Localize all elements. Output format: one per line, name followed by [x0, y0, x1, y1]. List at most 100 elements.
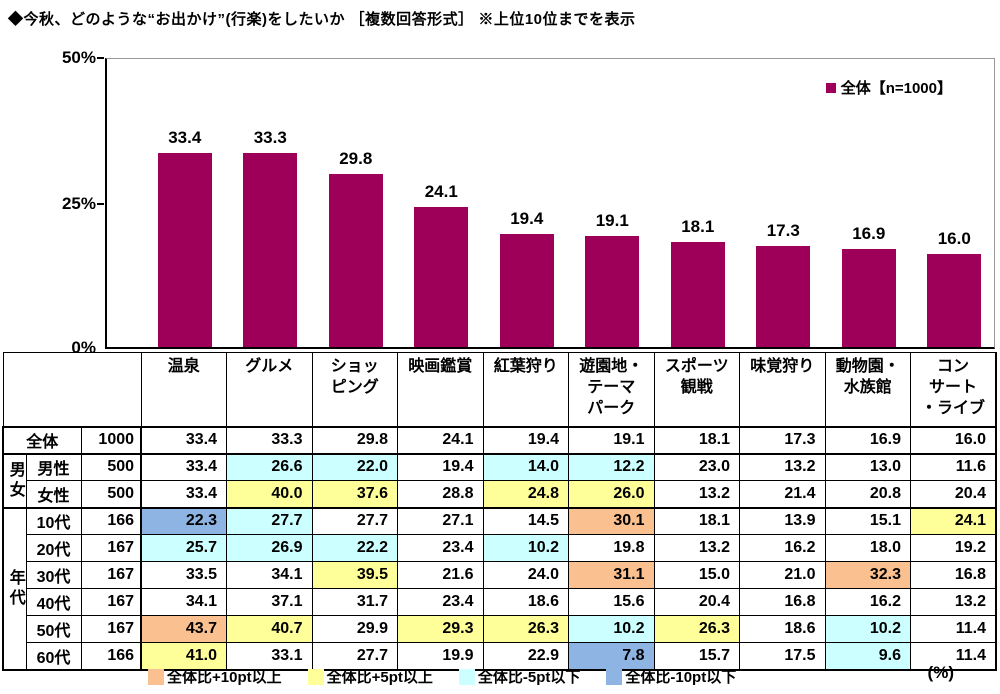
table-cell: 15.7 [653, 642, 741, 671]
bar-10 [927, 253, 982, 347]
column-header: 遊園地・ テーマ パーク [568, 352, 655, 427]
column-header: 温泉 [140, 352, 228, 427]
row-label: 女性 [25, 480, 82, 508]
bar-8 [756, 246, 811, 347]
table-cell: 18.0 [824, 534, 912, 562]
table-cell: 27.1 [397, 506, 484, 535]
bar-value-label: 29.8 [339, 148, 373, 168]
table-cell: 41.0 [140, 642, 228, 671]
row-label: 50代 [25, 615, 82, 643]
table-cell: 43.7 [140, 615, 228, 643]
table-row: 全体 1000 33.4 33.3 29.8 24.1 19.4 19.1 18.1 17.3 16… [2, 425, 998, 454]
row-label: 30代 [25, 561, 82, 589]
color-key-label: 全体比-5pt以下 [477, 669, 581, 686]
table-cell: 21.6 [397, 561, 484, 589]
table-cell: 14.5 [482, 506, 570, 535]
table-row: 年代 10代 166 22.3 27.7 27.7 27.1 14.5 30.1 18.1 13.9… [2, 506, 998, 671]
table-cell: 31.7 [311, 588, 399, 616]
table-cell: 10.2 [824, 615, 912, 643]
table-cell: 32.3 [824, 561, 912, 589]
row-label: 男性 [25, 452, 82, 481]
table-cell: 33.4 [140, 480, 228, 508]
table-corner-spacer [2, 352, 142, 427]
table-cell: 10.2 [482, 534, 570, 562]
data-table: 温泉 グルメ ショッ ピング 映画鑑賞 紅葉狩り 遊園地・ テーマ パーク スポーツ 観戦味… [2, 352, 998, 671]
bar-1 [157, 152, 212, 347]
column-header: コン サート ・ライブ [910, 352, 998, 427]
table-cell: 16.9 [824, 425, 912, 454]
color-key-item: 全体比-10pt以下 [606, 666, 736, 687]
table-cell: 15.0 [653, 561, 741, 589]
table-cell: 16.2 [739, 534, 826, 562]
bar-5 [499, 234, 554, 347]
row-group-label: 年代 [2, 506, 27, 671]
table-cell: 18.1 [653, 425, 741, 454]
column-header: ショッ ピング [311, 352, 399, 427]
table-cell: 16.2 [824, 588, 912, 616]
table-cell: 19.4 [397, 452, 484, 481]
table-cell: 12.2 [568, 452, 655, 481]
table-cell: 15.1 [824, 506, 912, 535]
table-cell: 28.8 [397, 480, 484, 508]
y-axis-tick-50 [97, 57, 104, 59]
table-row: 60代 166 41.0 33.1 27.7 19.9 22.9 7.8 15.7 17.5 9.6… [3, 642, 998, 671]
color-key-item: 全体比+10pt以上 [148, 666, 282, 687]
table-cell: 18.1 [653, 506, 741, 535]
color-key-label: 全体比-10pt以下 [625, 669, 737, 686]
table-cell: 11.4 [910, 615, 998, 643]
table-cell: 19.4 [482, 425, 570, 454]
row-label: 40代 [25, 588, 82, 616]
table-cell: 26.6 [226, 452, 313, 481]
row-label: 60代 [25, 642, 82, 671]
bar-9 [841, 248, 896, 347]
table-row: 40代 167 34.1 37.1 31.7 23.4 18.6 15.6 20.4 16.8 16… [3, 588, 998, 616]
table-cell: 24.8 [482, 480, 570, 508]
chart-title: ◆今秋、どのような“お出かけ”(行楽)をしたいか ［複数回答形式］ ※上位10位… [8, 11, 636, 28]
bar-value-label: 16.0 [937, 228, 971, 248]
table-cell: 26.3 [482, 615, 570, 643]
y-axis-label-25: 25% [61, 194, 96, 213]
table-row: 女性 500 33.4 40.0 37.6 28.8 24.8 26.0 13.2 21.4 20.… [3, 480, 998, 508]
table-cell: 16.0 [910, 425, 998, 454]
column-header: スポーツ 観戦 [653, 352, 741, 427]
bar-value-label: 24.1 [424, 181, 458, 201]
bar-6 [585, 235, 640, 347]
row-label: 全体 [2, 425, 82, 454]
table-cell: 29.9 [311, 615, 399, 643]
table-cell: 29.8 [311, 425, 399, 454]
color-key-swatch [148, 668, 164, 685]
table-cell: 13.9 [739, 506, 826, 535]
color-key-swatch [458, 668, 475, 685]
color-key-swatch [606, 668, 623, 685]
table-cell: 16.8 [910, 561, 998, 589]
y-axis-tick-25 [97, 203, 104, 205]
table-cell: 15.6 [568, 588, 655, 616]
table-row: 20代 167 25.7 26.9 22.2 23.4 10.2 19.8 13.2 16.2 18… [3, 534, 998, 562]
table-cell: 19.8 [568, 534, 655, 562]
column-header: 映画鑑賞 [397, 352, 484, 427]
table-cell: 26.9 [226, 534, 313, 562]
table-cell: 22.3 [140, 506, 228, 535]
table-cell: 37.6 [311, 480, 399, 508]
table-cell: 27.7 [311, 642, 399, 671]
bar-value-label: 33.4 [168, 127, 202, 147]
table-cell: 19.1 [568, 425, 655, 454]
table-row: 30代 167 33.5 34.1 39.5 21.6 24.0 31.1 15.0 21.0 32… [3, 561, 998, 589]
table-cell: 31.1 [568, 561, 655, 589]
table-cell: 13.0 [824, 452, 912, 481]
table-cell: 30.1 [568, 506, 655, 535]
table-cell: 22.0 [311, 452, 399, 481]
table-cell: 33.3 [226, 425, 313, 454]
table-cell: 21.4 [739, 480, 826, 508]
bar-2 [243, 153, 298, 347]
bar-value-label: 19.4 [510, 209, 544, 229]
table-cell: 37.1 [226, 588, 313, 616]
table-cell: 14.0 [482, 452, 570, 481]
table-cell: 20.8 [824, 480, 912, 508]
table-cell: 39.5 [311, 561, 399, 589]
table-cell: 34.1 [226, 561, 313, 589]
table-cell: 13.2 [910, 588, 998, 616]
column-header: 紅葉狩り [482, 352, 570, 427]
table-cell: 11.6 [910, 452, 998, 481]
table-cell: 16.8 [739, 588, 826, 616]
